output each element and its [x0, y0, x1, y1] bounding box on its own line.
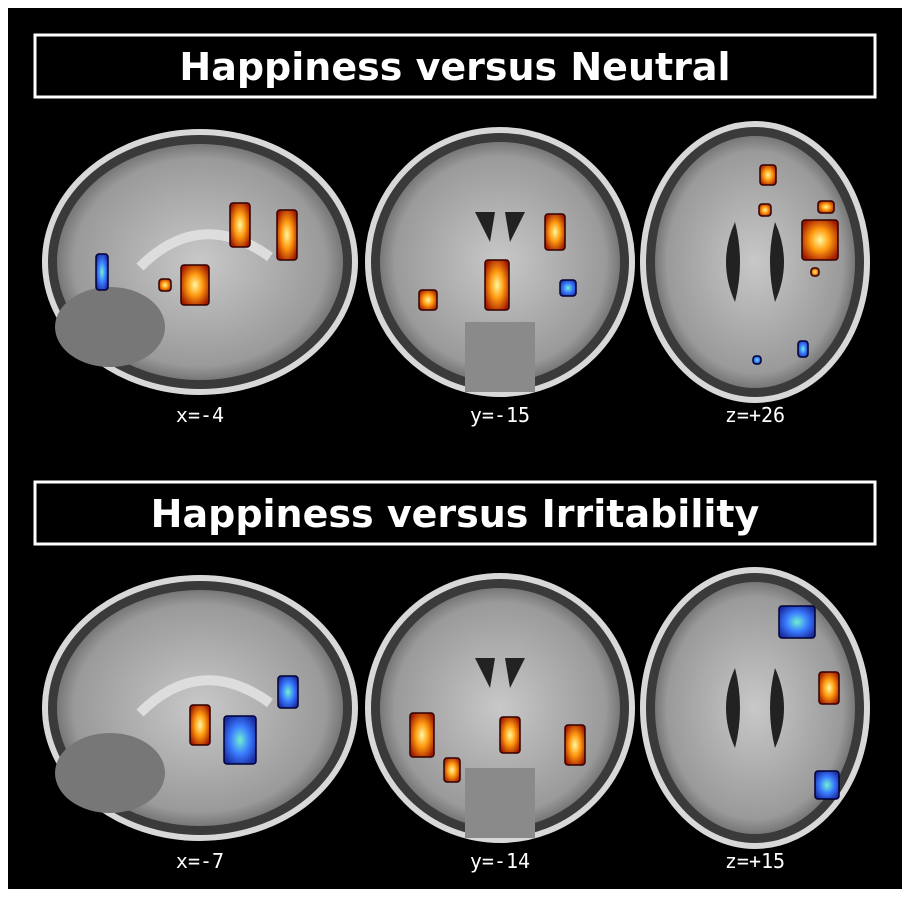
activation [419, 290, 437, 310]
deactivation [278, 676, 298, 708]
panel-title: Happiness versus Irritability [151, 492, 760, 536]
figure: Happiness versus Neutral x=-4 y=-15 z=+26 Ha… [0, 0, 910, 897]
activation [190, 705, 210, 745]
activation [818, 201, 834, 213]
activation [545, 214, 565, 250]
activation [277, 210, 297, 260]
deactivation [96, 254, 108, 290]
slice-label: z=+26 [725, 403, 785, 427]
cerebellum [55, 287, 165, 367]
brain [655, 136, 855, 388]
activation [410, 713, 434, 757]
activation [760, 165, 776, 185]
activation [230, 203, 250, 247]
slice-label: x=-4 [176, 403, 224, 427]
brainstem [465, 768, 535, 838]
slice-label: y=-15 [470, 403, 530, 427]
deactivation [798, 341, 808, 357]
activation [565, 725, 585, 765]
activation [159, 279, 171, 291]
activation [802, 220, 838, 260]
panel-title: Happiness versus Neutral [179, 45, 730, 89]
deactivation [753, 356, 761, 364]
activation [759, 204, 771, 216]
activation [181, 265, 209, 305]
activation [444, 758, 460, 782]
slice-label: z=+15 [725, 849, 785, 873]
activation [500, 717, 520, 753]
deactivation [560, 280, 576, 296]
activation [485, 260, 509, 310]
deactivation [779, 606, 815, 638]
slice-label: x=-7 [176, 849, 224, 873]
slice-label: y=-14 [470, 849, 530, 873]
activation [811, 268, 819, 276]
cerebellum [55, 733, 165, 813]
deactivation [224, 716, 256, 764]
brainstem [465, 322, 535, 392]
deactivation [815, 771, 839, 799]
activation [819, 672, 839, 704]
